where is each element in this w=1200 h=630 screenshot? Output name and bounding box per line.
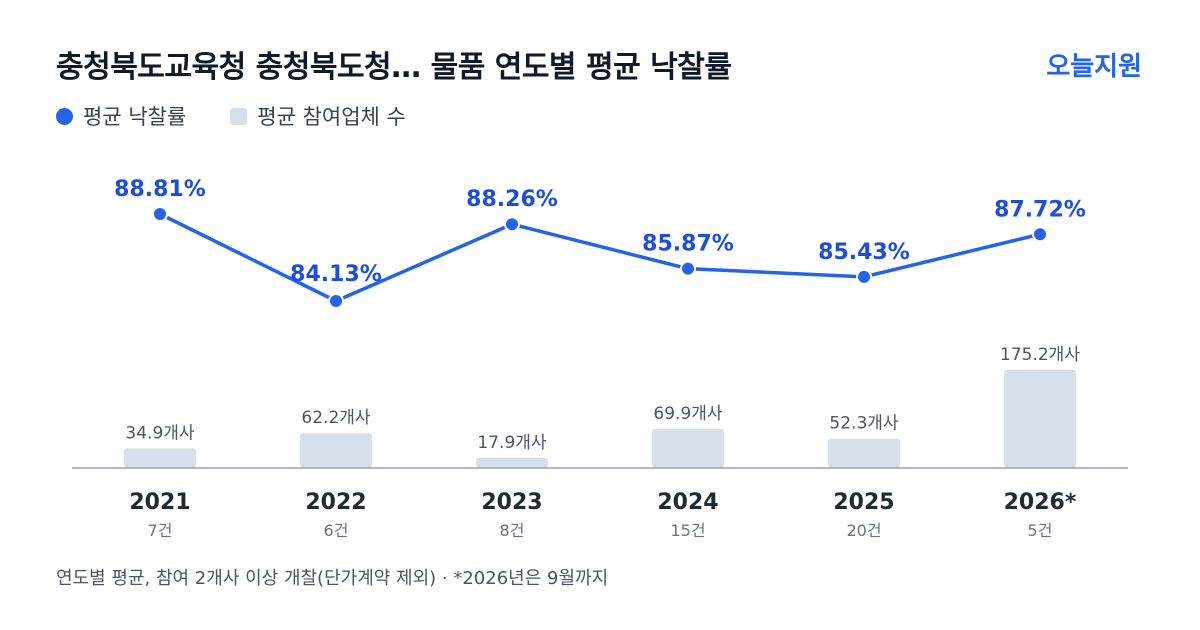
legend-item-participants: 평균 참여업체 수 xyxy=(230,101,406,131)
rate-point xyxy=(680,260,696,277)
participant-bar-label: 17.9개사 xyxy=(477,433,546,453)
participant-bar-label: 52.3개사 xyxy=(829,414,898,434)
legend-dot-icon xyxy=(56,107,73,125)
legend: 평균 낙찰률 평균 참여업체 수 xyxy=(56,101,406,131)
x-count-label: 6건 xyxy=(324,521,349,540)
x-tick-label: 2023 xyxy=(481,490,542,515)
rate-data-label: 85.43% xyxy=(818,240,910,265)
x-tick-label: 2025 xyxy=(833,490,894,515)
rate-data-label: 84.13% xyxy=(290,262,382,287)
x-count-label: 20건 xyxy=(846,521,881,540)
participant-bar xyxy=(124,448,196,468)
rate-point xyxy=(856,268,872,285)
participant-bar xyxy=(1004,370,1076,468)
x-tick-label: 2024 xyxy=(657,490,718,515)
footnote: 연도별 평균, 참여 2개사 이상 개찰(단가계약 제외) · *2026년은 … xyxy=(56,568,609,589)
x-count-label: 7건 xyxy=(148,521,173,540)
legend-label-participants: 평균 참여업체 수 xyxy=(257,105,406,129)
rate-point xyxy=(504,216,520,233)
rate-line xyxy=(158,212,1042,303)
rate-point xyxy=(152,206,168,222)
x-tick-label: 2026* xyxy=(1004,490,1077,515)
rate-data-label: 87.72% xyxy=(994,197,1086,222)
x-tick-label: 2021 xyxy=(129,490,190,515)
participant-bar xyxy=(652,428,724,468)
participant-bar xyxy=(828,438,900,468)
rate-point xyxy=(328,293,344,309)
rate-point xyxy=(1032,226,1048,243)
x-tick-label: 2022 xyxy=(305,490,366,515)
x-count-label: 15건 xyxy=(670,521,705,540)
brand-logo[interactable]: 오늘지원 xyxy=(1046,52,1142,82)
rate-data-label: 88.81% xyxy=(114,177,206,202)
chart-title: 충청북도교육청 충청북도청… 물품 연도별 평균 낙찰률 xyxy=(56,50,732,85)
participant-bar-label: 62.2개사 xyxy=(301,408,370,428)
legend-label-rate: 평균 낙찰률 xyxy=(83,105,187,129)
participant-bar-label: 69.9개사 xyxy=(653,404,722,424)
legend-item-rate: 평균 낙찰률 xyxy=(56,101,186,131)
legend-square-icon xyxy=(230,107,248,125)
rate-data-label: 85.87% xyxy=(642,232,734,257)
participant-bar-label: 175.2개사 xyxy=(1000,345,1080,365)
x-count-label: 5건 xyxy=(1028,521,1053,540)
rate-data-label: 88.26% xyxy=(466,187,558,212)
participant-bar-label: 34.9개사 xyxy=(125,423,194,443)
participant-bar xyxy=(300,433,372,468)
x-count-label: 8건 xyxy=(500,521,525,540)
participant-bar xyxy=(476,457,548,468)
